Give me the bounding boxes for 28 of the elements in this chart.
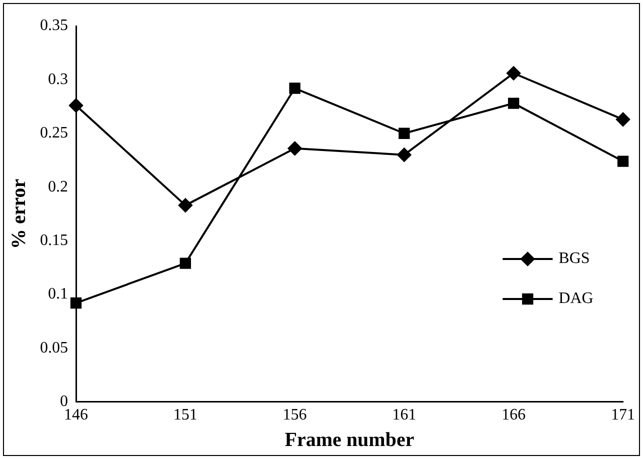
y-tick-label: 0.3 <box>48 70 68 88</box>
legend-label: BGS <box>558 250 590 268</box>
point <box>288 141 302 156</box>
point <box>289 82 300 94</box>
point <box>70 297 82 309</box>
y-tick-label: 0.35 <box>40 17 68 34</box>
legend-label: DAG <box>558 290 594 308</box>
y-tick-label: 0.1 <box>48 286 68 303</box>
point <box>180 258 191 269</box>
y-tick-label: 0.2 <box>48 178 68 196</box>
x-tick-label: 171 <box>611 406 635 424</box>
point <box>69 98 83 112</box>
point <box>508 98 520 109</box>
x-tick-label: 151 <box>173 406 198 424</box>
point <box>506 66 521 80</box>
point <box>397 148 412 162</box>
y-tick-label: 0.25 <box>40 124 68 142</box>
x-tick-label: 161 <box>392 406 416 424</box>
y-tick-label: 0.05 <box>40 339 68 356</box>
y-axis-title: % error <box>8 178 30 249</box>
y-tick-label: 0.15 <box>40 232 68 249</box>
point <box>616 112 630 126</box>
x-tick-label: 156 <box>282 406 307 424</box>
x-axis-title: Frame number <box>284 429 414 452</box>
point <box>617 156 629 167</box>
x-tick-label: 166 <box>502 406 526 424</box>
point <box>398 128 410 139</box>
point <box>178 198 192 212</box>
